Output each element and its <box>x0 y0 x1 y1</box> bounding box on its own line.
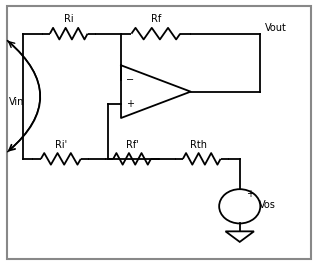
Text: Vin: Vin <box>9 97 24 107</box>
Text: Rth: Rth <box>190 140 207 150</box>
Text: Ri': Ri' <box>55 140 67 150</box>
Text: Rf': Rf' <box>126 140 138 150</box>
Text: +: + <box>246 189 254 200</box>
Text: Vout: Vout <box>265 23 287 33</box>
Text: −: − <box>126 74 134 85</box>
Text: Rf: Rf <box>151 14 161 24</box>
Text: +: + <box>126 99 134 109</box>
Text: Vos: Vos <box>259 200 276 210</box>
Text: Ri: Ri <box>64 14 73 24</box>
